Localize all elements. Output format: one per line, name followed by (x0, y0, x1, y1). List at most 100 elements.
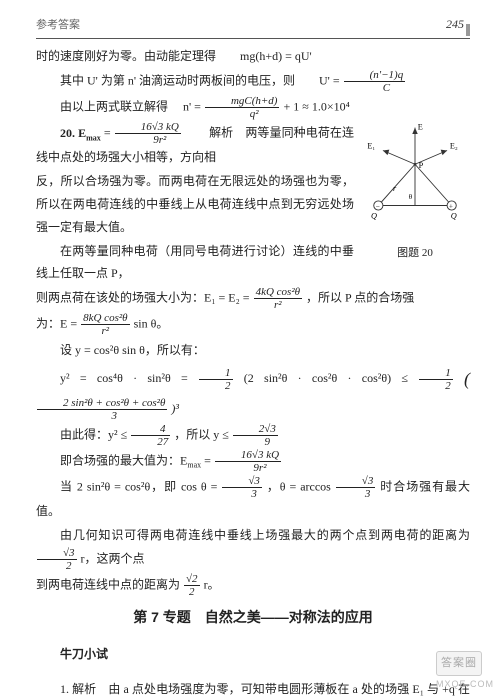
text-run: ，所以 P 点的合场强 (306, 290, 414, 304)
body-line: y² = cos⁴θ · sin²θ = 12 (2 sin²θ · cos²θ… (36, 362, 470, 421)
text-run: r。 (204, 577, 220, 591)
frac-num: (n'−1)q (344, 69, 406, 82)
frac-num: 4 (131, 423, 170, 436)
fig-label-E2: E₂ (450, 142, 458, 151)
text-run: ，所以 y ≤ (174, 427, 232, 441)
diagram-svg: − + E E₁ E₂ P r θ Q Q (360, 123, 470, 233)
figure-caption: 图题 20 (360, 243, 470, 264)
fig-label-plus: + (449, 201, 453, 210)
frac-den: 2 (37, 560, 77, 572)
body-line: 则两点荷在该处的场强大小为：E₁ = E₂ = 4kQ cos²θr² ，所以 … (36, 286, 470, 311)
fraction: 427 (131, 423, 170, 448)
fig-label-Qr: Q (451, 212, 457, 221)
body-line: 其中 U' 为第 n' 油滴运动时两板间的电压，则 U' = (n'−1)qC (36, 69, 470, 94)
frac-den: C (344, 82, 406, 94)
page-corner-mark (466, 24, 470, 36)
fraction: 16√3 kQ9r² (115, 121, 181, 146)
page-header: 参考答案 245 (36, 18, 470, 39)
figure-20: − + E E₁ E₂ P r θ Q Q 图题 20 (360, 123, 470, 264)
frac-num: √2 (184, 573, 200, 586)
body-line: 即合场强的最大值为：Emax = 16√3 kQ9r² (36, 449, 470, 474)
body-line: 由几何知识可得两电荷连线中垂线上场强最大的两个点到两电荷的距离为 √32 r，这… (36, 524, 470, 572)
fraction: √33 (222, 475, 262, 500)
frac-den: 9r² (115, 134, 181, 146)
text-run: 即合场强的最大值为：E (60, 453, 187, 467)
fraction: 12 (199, 367, 233, 392)
text-sub: max (187, 461, 201, 470)
fraction: 8kQ cos²θr² (81, 312, 129, 337)
text-run: sin θ。 (134, 317, 169, 331)
body-line: 时的速度刚好为零。由动能定理得 mg(h+d) = qU' (36, 45, 470, 68)
body-line: 当 2 sin²θ = cos²θ，即 cos θ = √33 ，θ = arc… (36, 475, 470, 523)
text-run: 为：E = (36, 317, 80, 331)
page-root: 参考答案 245 时的速度刚好为零。由动能定理得 mg(h+d) = qU' 其… (0, 0, 500, 699)
frac-num: 2√3 (233, 423, 278, 436)
text-run: y² = cos⁴θ · sin²θ = (60, 371, 198, 385)
frac-den: 2 (199, 380, 233, 392)
frac-num: √3 (336, 475, 376, 488)
frac-num: 1 (199, 367, 233, 380)
body-line: 到两电荷连线中点的距离为 √22 r。 (36, 573, 470, 598)
fig-label-E1: E₁ (367, 142, 375, 151)
text-run: r，这两个点 (81, 551, 145, 565)
fraction: (n'−1)qC (344, 69, 406, 94)
frac-den: q² (205, 108, 280, 120)
text-run: = (104, 126, 114, 140)
fig-label-theta: θ (409, 192, 413, 201)
text-run: 20. E (60, 126, 86, 140)
frac-num: 16√3 kQ (215, 449, 281, 462)
text-sub: max (86, 133, 101, 142)
fig-label-E: E (418, 123, 423, 131)
frac-num: 2 sin²θ + cos²θ + cos²θ (37, 397, 167, 410)
frac-num: mgC(h+d) (205, 95, 280, 108)
text-run: 由几何知识可得两电荷连线中垂线上场强最大的两个点到两电荷的距离为 (60, 528, 470, 542)
frac-num: √3 (37, 547, 77, 560)
fraction: 16√3 kQ9r² (215, 449, 281, 474)
fraction: 12 (419, 367, 453, 392)
text-run: = (204, 453, 214, 467)
fraction: √33 (336, 475, 376, 500)
frac-den: r² (81, 325, 129, 337)
header-section-label: 参考答案 (36, 15, 80, 36)
body-line: 由此得：y² ≤ 427 ，所以 y ≤ 2√39 (36, 423, 470, 448)
frac-den: 3 (37, 410, 167, 422)
frac-num: √3 (222, 475, 262, 488)
fraction: 2√39 (233, 423, 278, 448)
frac-den: 27 (131, 436, 170, 448)
frac-num: 1 (419, 367, 453, 380)
text-run: 则两点荷在该处的场强大小为：E₁ = E₂ = (36, 290, 253, 304)
fraction: √32 (37, 547, 77, 572)
text-run: 到两电荷连线中点的距离为 (36, 577, 180, 591)
body-line: 为：E = 8kQ cos²θr² sin θ。 (36, 312, 470, 337)
body-line: 1. 解析 由 a 点处电场强度为零，可知带电圆形薄板在 a 处的场强 E₁ 与… (36, 678, 470, 699)
text-run: 当 2 sin²θ = cos²θ，即 cos θ = (60, 479, 221, 493)
text-run: 其中 U' 为第 n' 油滴运动时两板间的电压，则 U' = (60, 73, 343, 87)
body-line: 由以上两式联立解得 n' = mgC(h+d)q² + 1 ≈ 1.0×10⁴ (36, 95, 470, 120)
frac-den: r² (254, 299, 302, 311)
fig-label-minus: − (376, 201, 380, 210)
fig-label-P: P (419, 161, 424, 170)
subsection-head: 牛刀小试 (36, 643, 470, 666)
frac-num: 4kQ cos²θ (254, 286, 302, 299)
fraction: √22 (184, 573, 200, 598)
section-title: 第 7 专题 自然之美——对称法的应用 (36, 604, 470, 631)
frac-num: 8kQ cos²θ (81, 312, 129, 325)
fig-label-Ql: Q (371, 212, 377, 221)
text-run: (2 sin²θ · cos²θ · cos²θ) ≤ (244, 371, 418, 385)
text-run: ( (464, 369, 470, 389)
frac-den: 9r² (215, 462, 281, 474)
frac-den: 3 (222, 488, 262, 500)
page-number: 245 (446, 13, 464, 36)
text-run: 由以上两式联立解得 n' = (60, 99, 204, 113)
text-run: + 1 ≈ 1.0×10⁴ (283, 99, 349, 113)
fraction: 4kQ cos²θr² (254, 286, 302, 311)
frac-den: 2 (184, 586, 200, 598)
text-run: )³ (171, 401, 179, 415)
text-run: 由此得：y² ≤ (60, 427, 130, 441)
frac-den: 3 (336, 488, 376, 500)
frac-num: 16√3 kQ (115, 121, 181, 134)
frac-den: 2 (419, 380, 453, 392)
fraction: 2 sin²θ + cos²θ + cos²θ3 (37, 397, 167, 422)
fraction: mgC(h+d)q² (205, 95, 280, 120)
body-line: 设 y = cos²θ sin θ，所以有： (36, 339, 470, 362)
